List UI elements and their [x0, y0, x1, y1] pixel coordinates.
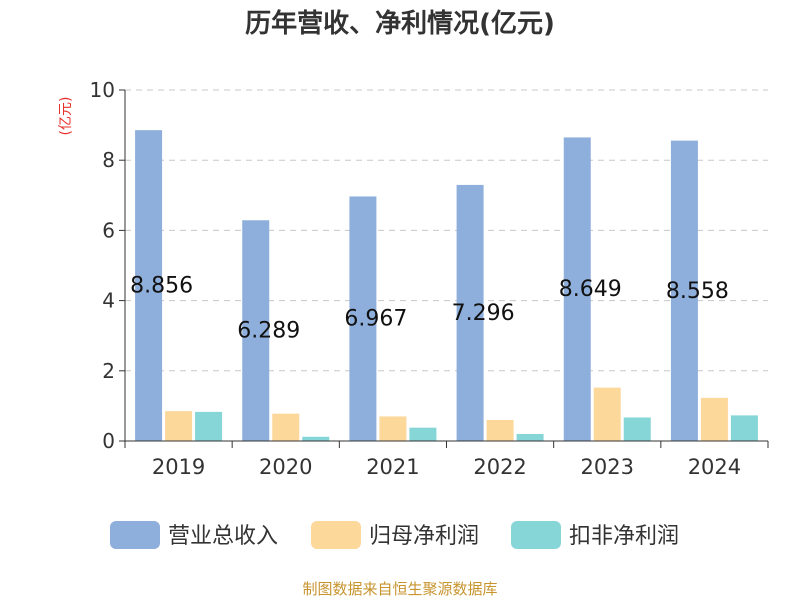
y-tick-label: 2	[102, 359, 115, 383]
bar-1-2020[interactable]	[242, 220, 270, 441]
bar-3-2023[interactable]	[623, 417, 651, 441]
bar-2-2023[interactable]	[593, 387, 621, 441]
y-unit-label: (亿元)	[58, 97, 74, 136]
legend-label-revenue[interactable]: 营业总收入	[168, 524, 278, 549]
bar-2-2019[interactable]	[165, 411, 193, 441]
x-tick-label: 2024	[688, 455, 741, 479]
bar-2-2020[interactable]	[272, 413, 300, 441]
bar-2-2021[interactable]	[379, 416, 407, 441]
grid-lines	[125, 89, 768, 372]
legend-label-deducted-profit[interactable]: 扣非净利润	[569, 524, 679, 549]
bar-3-2022[interactable]	[516, 433, 544, 441]
legend: 营业总收入 归母净利润 扣非净利润	[110, 521, 679, 549]
bar-3-2024[interactable]	[730, 415, 758, 441]
x-tick-label: 2023	[581, 455, 634, 479]
data-label-2022: 7.296	[452, 301, 515, 326]
bar-1-2024[interactable]	[670, 140, 698, 441]
bar-3-2019[interactable]	[195, 411, 223, 441]
bars	[135, 130, 758, 441]
bar-3-2020[interactable]	[302, 436, 330, 441]
x-tick-label: 2019	[152, 455, 205, 479]
legend-label-net-profit[interactable]: 归母净利润	[369, 524, 479, 549]
source-note: 制图数据来自恒生聚源数据库	[302, 580, 497, 598]
x-tick-label: 2022	[473, 455, 526, 479]
y-tick-label: 4	[102, 289, 115, 313]
legend-swatch-net-profit[interactable]	[311, 521, 361, 549]
x-tick-label: 2020	[259, 455, 312, 479]
data-label-2021: 6.967	[344, 307, 407, 332]
data-labels: 8.856 6.289 6.967 7.296 8.649 8.558	[130, 274, 729, 344]
y-tick-label: 0	[102, 429, 115, 453]
y-tick-label: 10	[90, 78, 115, 102]
y-tick-label: 8	[102, 148, 115, 172]
x-tick-label: 2021	[366, 455, 419, 479]
data-label-2020: 6.289	[237, 319, 300, 344]
x-axis-ticks: 2019 2020 2021 2022 2023 2024	[124, 441, 769, 479]
legend-swatch-revenue[interactable]	[110, 521, 160, 549]
data-label-2019: 8.856	[130, 274, 193, 299]
y-axis-ticks: 0 2 4 6 8 10	[90, 78, 125, 453]
bar-2-2022[interactable]	[486, 419, 514, 441]
bar-1-2019[interactable]	[135, 130, 163, 441]
bar-3-2021[interactable]	[409, 427, 437, 441]
data-label-2023: 8.649	[559, 277, 622, 302]
bar-1-2022[interactable]	[456, 184, 484, 441]
data-label-2024: 8.558	[666, 279, 729, 304]
y-tick-label: 6	[102, 218, 115, 242]
bar-1-2023[interactable]	[563, 137, 591, 441]
bar-1-2021[interactable]	[349, 196, 377, 441]
bar-2-2024[interactable]	[700, 397, 728, 441]
chart-title: 历年营收、净利情况(亿元)	[245, 8, 555, 39]
legend-swatch-deducted-profit[interactable]	[511, 521, 561, 549]
